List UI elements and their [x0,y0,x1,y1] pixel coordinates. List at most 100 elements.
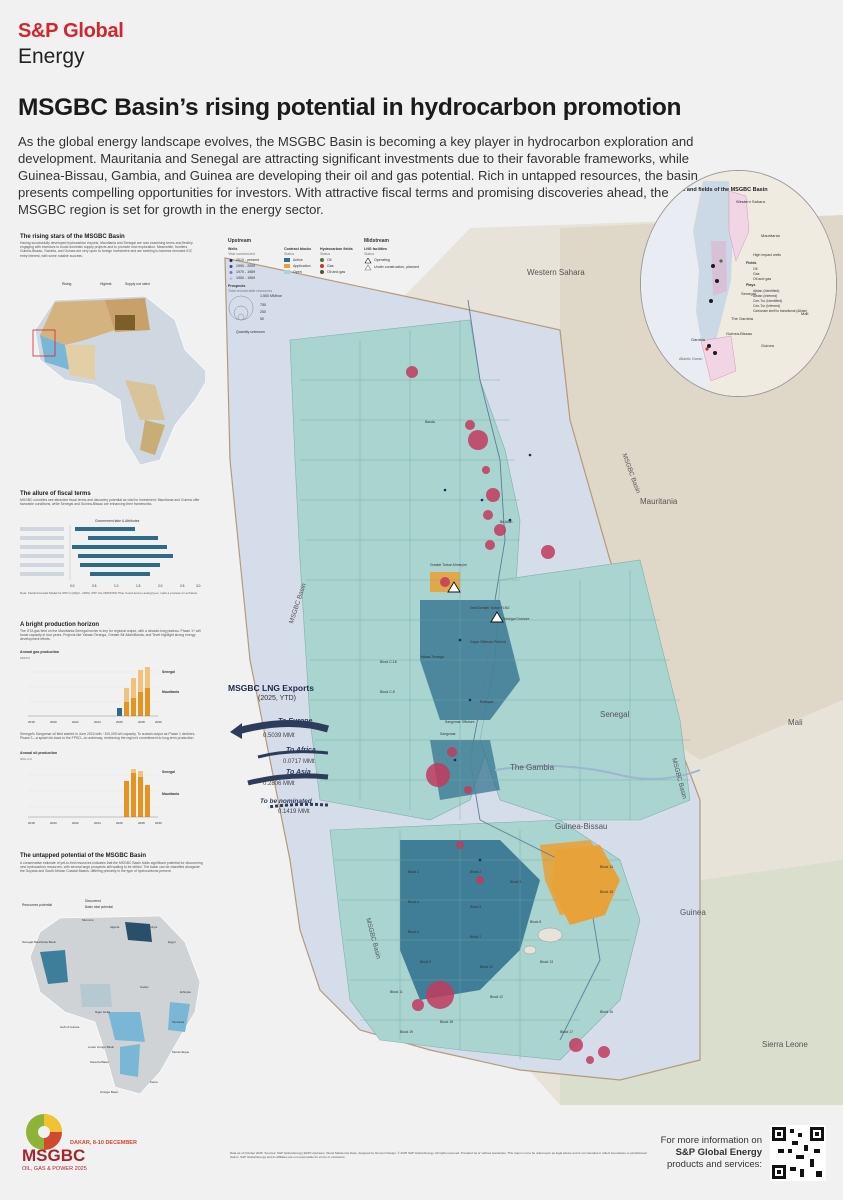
label-banda: Banda [425,420,435,424]
event-date: DAKAR, 8-10 DECEMBER [70,1140,137,1146]
untapped-legend-discovered: Discovered [85,899,101,903]
inset-legend-field: Gas [753,272,760,276]
rising-legend-highest: Highest [100,282,112,286]
export-dest-asia: To Asia [286,769,311,776]
inset-label: Senegal [741,291,756,296]
lng-exports-panel: MSGBC LNG Exports (2025, YTD) To Europe … [228,683,338,823]
prospect [586,1056,594,1064]
label-western-sahara: Western Sahara [527,268,585,277]
label-block: Block 6 [408,930,420,934]
msgbc-logo-icon [26,1114,62,1150]
label-block: Block 10 [480,965,494,969]
intro-paragraph: As the global energy landscape evolves, … [18,134,698,217]
inset-label: Atlantic Ocean [679,357,703,361]
label-block: Block 2 [470,870,482,874]
label-block: Block 9 [420,960,432,964]
qr-code-icon[interactable] [770,1125,826,1181]
legend-swatch-open [284,270,290,274]
label-guinea: Guinea [680,908,706,917]
fiscal-tick: 0.0 [70,584,75,588]
untapped-legend-ytf: Basin total potential [85,905,113,909]
legend-swatch-active [284,258,290,262]
inset-legend-play: Albian (Inferred) [753,294,778,298]
label-mali: Mali [788,718,803,727]
label-block: Block 13 [540,960,554,964]
prospect [494,524,506,536]
label-block: Block 1 [408,870,420,874]
untapped-label: Kwanza Basin [90,1060,110,1064]
legend-oil-swatch [320,258,324,262]
rising-stars-heading: The rising stars of the MSGBC Basin [20,234,125,240]
label-the-gambia: The Gambia [510,763,555,772]
legend-swatch-application [284,264,290,268]
gas-chart-title: Annual gas production [20,650,60,654]
legend-contract-blocks: Contract blocks [284,247,312,251]
well [508,518,512,522]
legend-well-item: 2010 - present [236,258,260,262]
legend-senegal: Senegal [162,670,176,674]
export-dest-europe: To Europe [278,718,313,725]
inset-label: The Gambia [731,316,754,321]
inset-legend-high-impact: High impact wells [753,253,781,257]
lng-facility-icon [447,581,461,593]
africa-rising-map [32,295,205,466]
inset-legend-play: Albian (Identified) [753,289,780,293]
oil-chart-title: Annual oil production [20,751,58,755]
label-yakaar-teranga: Yakaar-Teranga [420,655,444,659]
gas-x-tick: 2024 [94,720,101,724]
untapped-label: Senegal Mauritania Basin [22,940,57,944]
label-senegal-onshore: Senegal Onshore [503,617,530,621]
legend-prospect-size: 50 [260,317,264,321]
legend-prospects: Prospects [228,284,246,288]
label-block: Block 7 [470,935,482,939]
brand-subname: Energy [18,45,85,68]
more-info-line2: S&P Global Energy [675,1147,762,1158]
gas-production-chart [28,667,158,717]
gas-x-tick: 2020 [50,720,57,724]
legend-lng-item: Operating [374,258,390,262]
island [537,927,563,943]
legend-contract-item: Application [293,264,311,268]
africa-untapped-map [29,915,201,1095]
legend-well-item: 1970 - 1989 [236,270,256,274]
legend-prospect-sizes [228,295,254,321]
prospect [456,841,464,849]
legend-contract-status: Status [284,252,295,256]
brand-name: S&P Global [18,20,124,42]
prospect [465,420,475,430]
untapped-label: Tanzania [172,1020,185,1024]
prospect [468,430,488,450]
untapped-label: Mozambique [172,1050,190,1054]
export-value-europe: 0.5039 MMt [263,733,295,739]
more-info-line1: For more information on [660,1135,762,1146]
exports-arrows [230,720,330,809]
untapped-heading: The untapped potential of the MSGBC Basi… [20,853,146,859]
fiscal-tick: 2.0 [158,584,163,588]
legend-well-item: 1990 - 2009 [236,264,256,268]
label-sangomar: Sangomar [440,732,456,736]
untapped-label: Gulf of Guinea [60,1025,80,1029]
more-info: For more information on S&P Global Energ… [620,1135,762,1171]
gambia-river [494,765,701,780]
export-dest-tbn: To be nominated [260,798,312,805]
oil-x-tick: 2030 [155,821,162,825]
prospect [440,577,450,587]
event-name: MSGBC [22,1146,86,1165]
legend-well-markers [229,259,233,280]
label-block: Block 5 [470,905,482,909]
label-block: Rufisque [480,700,494,704]
untapped-body: A conservative estimate of yet-to-find r… [20,861,203,874]
inset-map-svg [641,171,836,396]
legend-prospect-size: 250 [260,310,266,314]
legend-lng-item: Under construction, planned [374,265,419,269]
exports-subtitle: (2025, YTD) [258,695,296,702]
export-value-tbn: 0.1419 MMt [278,809,310,815]
fiscal-axis-title: Government take & Attributes [95,519,140,523]
untapped-legend-title: Resources potential [22,903,52,907]
legend-hc-item: Gas [327,264,334,268]
event-sub: OIL, GAS & POWER 2025 [22,1166,87,1172]
inset-legend-play: Carbonate shelf to transitional (Albian) [753,309,808,313]
label-block: Block 19 [400,1030,414,1034]
legend-hc-status: Status [320,252,331,256]
